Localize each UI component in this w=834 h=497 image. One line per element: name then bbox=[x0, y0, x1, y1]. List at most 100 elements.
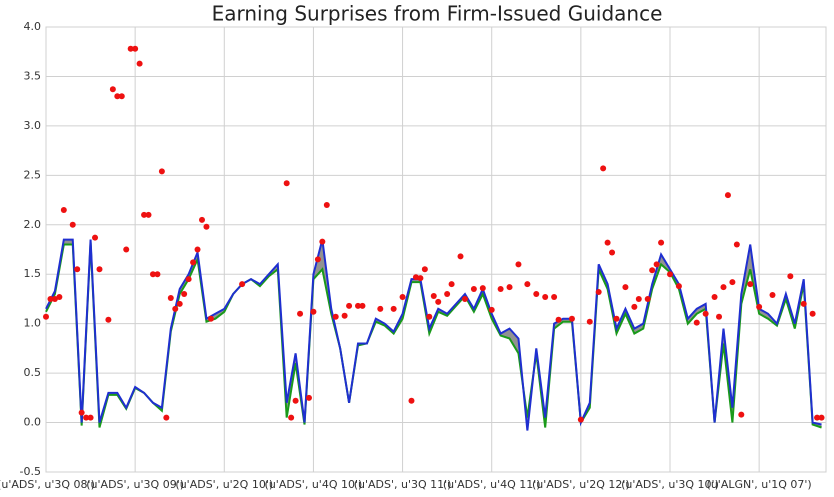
scatter-point bbox=[733, 241, 740, 248]
y-tick-label: 4.0 bbox=[24, 20, 42, 33]
scatter-point bbox=[199, 216, 205, 223]
scatter-point bbox=[729, 279, 736, 286]
scatter-point bbox=[724, 192, 731, 199]
scatter-point bbox=[239, 281, 246, 288]
scatter-point bbox=[136, 60, 143, 67]
scatter-point bbox=[390, 305, 397, 312]
scatter-point bbox=[78, 409, 85, 416]
scatter-point bbox=[421, 266, 428, 273]
scatter-point bbox=[305, 394, 312, 401]
scatter-point bbox=[74, 266, 81, 273]
scatter-point bbox=[658, 239, 665, 246]
y-tick-label: 3.0 bbox=[24, 119, 42, 132]
scatter-point bbox=[814, 414, 821, 421]
scatter-point bbox=[154, 271, 161, 278]
scatter-point bbox=[114, 93, 121, 100]
scatter-point bbox=[87, 414, 94, 421]
y-tick-label: 0.5 bbox=[24, 366, 42, 379]
plot-area bbox=[45, 26, 827, 473]
scatter-point bbox=[158, 168, 165, 175]
scatter-point bbox=[702, 310, 709, 317]
scatter-point bbox=[604, 239, 611, 246]
scatter-point bbox=[190, 259, 197, 266]
y-tick-label: 0.0 bbox=[24, 416, 42, 429]
scatter-point bbox=[359, 302, 366, 309]
scatter-point bbox=[56, 293, 63, 300]
y-tick-label: 2.0 bbox=[24, 218, 42, 231]
scatter-point bbox=[346, 302, 353, 309]
scatter-point bbox=[720, 284, 727, 291]
scatter-point bbox=[412, 274, 419, 281]
scatter-point bbox=[809, 310, 816, 317]
y-tick-label: 1.5 bbox=[24, 267, 42, 280]
scatter-point bbox=[207, 315, 214, 322]
scatter-point bbox=[172, 305, 179, 312]
scatter-point bbox=[60, 206, 67, 213]
scatter-point bbox=[586, 318, 593, 325]
x-tick-label: (u'ADS', u'2Q 10') bbox=[175, 478, 273, 491]
scatter-point bbox=[497, 286, 504, 293]
scatter-point bbox=[747, 281, 754, 288]
scatter-point bbox=[787, 273, 794, 280]
scatter-point bbox=[109, 86, 116, 93]
y-tick-label: -0.5 bbox=[20, 465, 41, 478]
scatter-point bbox=[141, 211, 148, 218]
scatter-point bbox=[693, 319, 700, 326]
scatter-point bbox=[533, 291, 540, 297]
scatter-point bbox=[653, 261, 660, 268]
scatter-point bbox=[444, 291, 451, 297]
scatter-point bbox=[711, 293, 718, 300]
scatter-point bbox=[149, 271, 156, 278]
scatter-point bbox=[123, 246, 130, 253]
scatter-point bbox=[667, 271, 673, 278]
scatter-point bbox=[622, 284, 629, 291]
scatter-point bbox=[675, 283, 682, 290]
x-tick-label: (u'ADS', u'4Q 11') bbox=[443, 478, 541, 491]
x-tick-label: (u'ADS', u'3Q 08') bbox=[0, 478, 95, 491]
scatter-point bbox=[323, 202, 330, 208]
scatter-point bbox=[96, 266, 103, 273]
scatter-point bbox=[132, 45, 139, 52]
scatter-point bbox=[163, 414, 170, 421]
scatter-point bbox=[69, 221, 76, 228]
scatter-point bbox=[769, 291, 776, 298]
scatter-point bbox=[457, 253, 464, 260]
scatter-point bbox=[488, 306, 495, 313]
scatter-point bbox=[756, 303, 763, 310]
y-tick-label: 3.5 bbox=[24, 69, 42, 82]
x-tick-label: (u'ADS', u'3Q 11') bbox=[354, 478, 452, 491]
scatter-point bbox=[310, 308, 317, 315]
scatter-point bbox=[470, 286, 477, 293]
scatter-point bbox=[515, 261, 522, 268]
scatter-point bbox=[738, 411, 745, 418]
scatter-point bbox=[203, 223, 210, 230]
scatter-point bbox=[479, 285, 486, 292]
scatter-point bbox=[127, 45, 134, 52]
scatter-point bbox=[461, 295, 468, 302]
scatter-point bbox=[577, 416, 584, 423]
scatter-point bbox=[716, 313, 723, 320]
scatter-point bbox=[800, 300, 807, 307]
chart-title: Earning Surprises from Firm-Issued Guida… bbox=[212, 2, 663, 26]
scatter-point bbox=[332, 313, 339, 320]
scatter-point bbox=[341, 312, 348, 319]
y-tick-label: 1.0 bbox=[24, 317, 42, 330]
scatter-point bbox=[314, 256, 321, 263]
scatter-point bbox=[448, 281, 455, 288]
scatter-point bbox=[426, 313, 433, 320]
scatter-point bbox=[181, 291, 188, 297]
scatter-point bbox=[551, 293, 558, 300]
scatter-point bbox=[524, 281, 531, 288]
y-tick-label: 2.5 bbox=[24, 168, 42, 181]
scatter-point bbox=[644, 295, 651, 302]
scatter-point bbox=[635, 295, 642, 302]
scatter-point bbox=[105, 316, 112, 323]
scatter-point bbox=[506, 284, 513, 291]
scatter-point bbox=[595, 289, 602, 296]
scatter-point bbox=[430, 292, 437, 299]
scatter-point bbox=[194, 246, 201, 253]
scatter-point bbox=[167, 294, 174, 301]
scatter-point bbox=[145, 211, 152, 218]
scatter-point bbox=[176, 300, 183, 307]
scatter-point bbox=[649, 267, 656, 274]
